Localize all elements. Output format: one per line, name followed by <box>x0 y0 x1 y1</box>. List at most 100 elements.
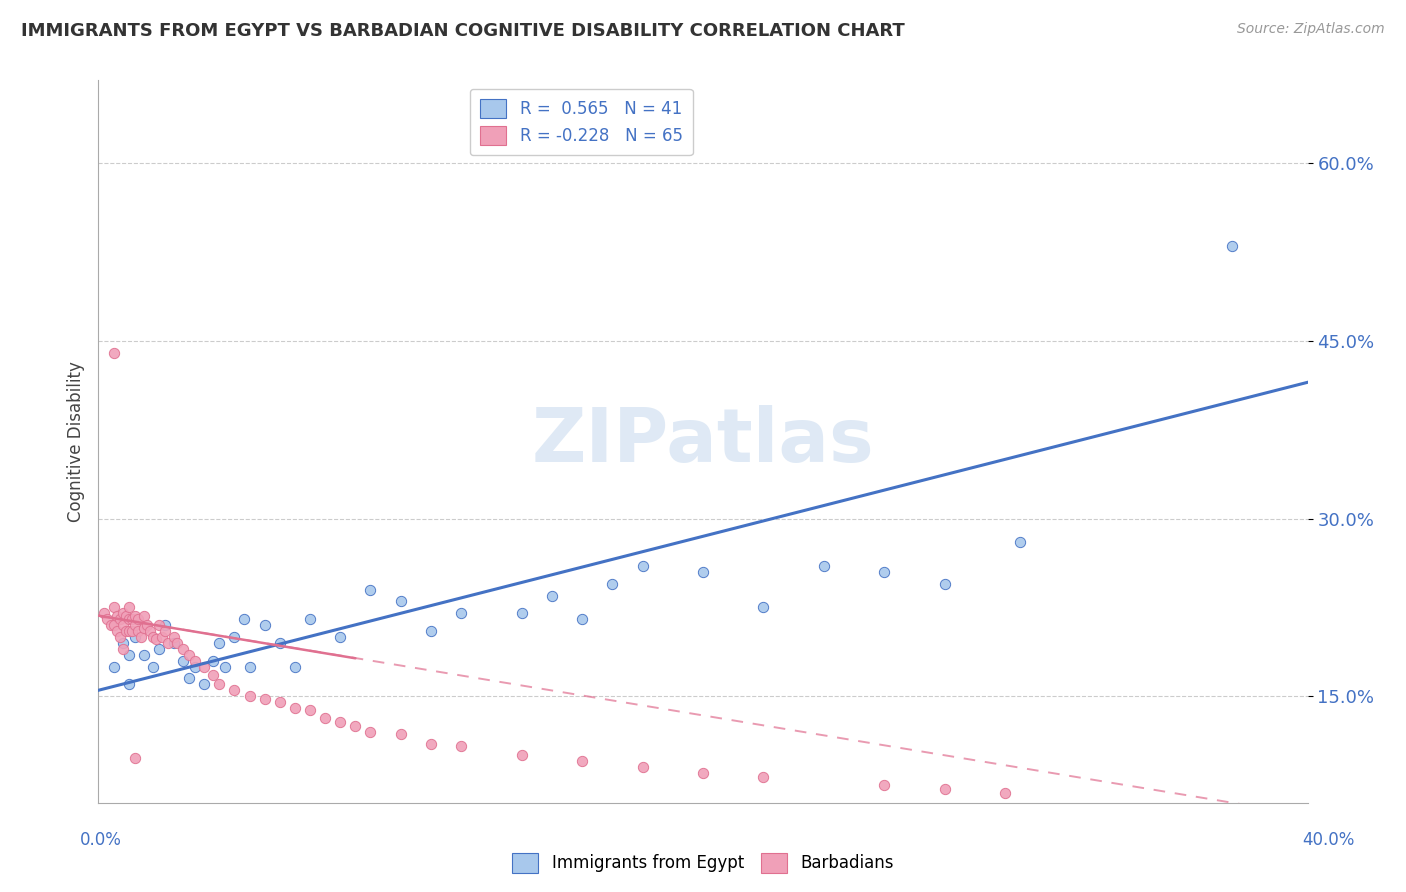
Point <box>1220 239 1243 253</box>
Point <box>124 751 146 765</box>
Text: Source: ZipAtlas.com: Source: ZipAtlas.com <box>1237 22 1385 37</box>
Point <box>284 659 307 673</box>
Point <box>103 345 125 359</box>
Point <box>232 612 254 626</box>
Point <box>124 608 146 623</box>
Point <box>142 659 165 673</box>
Legend: Immigrants from Egypt, Barbadians: Immigrants from Egypt, Barbadians <box>505 847 901 880</box>
Point <box>631 558 654 573</box>
Point <box>202 654 225 668</box>
Point <box>934 576 956 591</box>
Point <box>118 648 141 662</box>
Point <box>813 558 835 573</box>
Point <box>571 612 593 626</box>
Point <box>179 672 201 686</box>
Point <box>118 677 141 691</box>
Point <box>269 636 291 650</box>
Point <box>602 576 624 591</box>
Point <box>148 641 170 656</box>
Point <box>132 608 155 623</box>
Point <box>253 691 276 706</box>
Point <box>124 630 146 644</box>
Point <box>873 565 896 579</box>
Point <box>253 618 276 632</box>
Point <box>224 683 246 698</box>
Point <box>132 620 155 634</box>
Point <box>510 607 533 621</box>
Point <box>239 659 262 673</box>
Point <box>105 624 128 638</box>
Point <box>179 648 201 662</box>
Point <box>114 624 136 638</box>
Point <box>111 641 134 656</box>
Point <box>193 659 215 673</box>
Point <box>389 727 412 741</box>
Point <box>118 600 141 615</box>
Point <box>124 618 146 632</box>
Point <box>108 630 131 644</box>
Text: 0.0%: 0.0% <box>80 831 122 849</box>
Point <box>145 632 167 647</box>
Point <box>344 719 367 733</box>
Point <box>166 636 188 650</box>
Point <box>873 778 896 792</box>
Point <box>142 630 165 644</box>
Point <box>150 630 173 644</box>
Point <box>360 582 382 597</box>
Point <box>692 766 714 780</box>
Point <box>571 755 593 769</box>
Point <box>121 612 143 626</box>
Point <box>314 710 336 724</box>
Point <box>172 641 194 656</box>
Point <box>129 630 152 644</box>
Point <box>202 668 225 682</box>
Point <box>450 739 472 753</box>
Point <box>284 701 307 715</box>
Point <box>239 689 262 703</box>
Point <box>1010 535 1032 549</box>
Point <box>103 618 125 632</box>
Point <box>224 630 246 644</box>
Point <box>420 737 443 751</box>
Point <box>420 624 443 638</box>
Point <box>139 624 162 638</box>
Point <box>214 659 236 673</box>
Point <box>93 607 115 621</box>
Point <box>329 715 352 730</box>
Point <box>269 695 291 709</box>
Legend: R =  0.565   N = 41, R = -0.228   N = 65: R = 0.565 N = 41, R = -0.228 N = 65 <box>470 88 693 155</box>
Point <box>934 781 956 796</box>
Point <box>156 636 179 650</box>
Point <box>692 565 714 579</box>
Point <box>132 648 155 662</box>
Point <box>510 748 533 763</box>
Point <box>153 624 176 638</box>
Point <box>184 659 207 673</box>
Text: 40.0%: 40.0% <box>1302 831 1355 849</box>
Point <box>127 612 149 626</box>
Point <box>163 630 186 644</box>
Point <box>103 659 125 673</box>
Text: IMMIGRANTS FROM EGYPT VS BARBADIAN COGNITIVE DISABILITY CORRELATION CHART: IMMIGRANTS FROM EGYPT VS BARBADIAN COGNI… <box>21 22 905 40</box>
Point <box>108 612 131 626</box>
Point <box>208 677 231 691</box>
Point <box>121 624 143 638</box>
Point <box>111 618 134 632</box>
Point <box>100 618 122 632</box>
Point <box>118 624 141 638</box>
Point <box>111 607 134 621</box>
Point <box>148 618 170 632</box>
Point <box>389 594 412 608</box>
Point <box>329 630 352 644</box>
Point <box>994 786 1017 800</box>
Point <box>118 612 141 626</box>
Point <box>752 600 775 615</box>
Point <box>193 677 215 691</box>
Point <box>111 636 134 650</box>
Point <box>540 589 562 603</box>
Point <box>96 612 118 626</box>
Point <box>163 636 186 650</box>
Point <box>105 608 128 623</box>
Point <box>184 654 207 668</box>
Point <box>360 724 382 739</box>
